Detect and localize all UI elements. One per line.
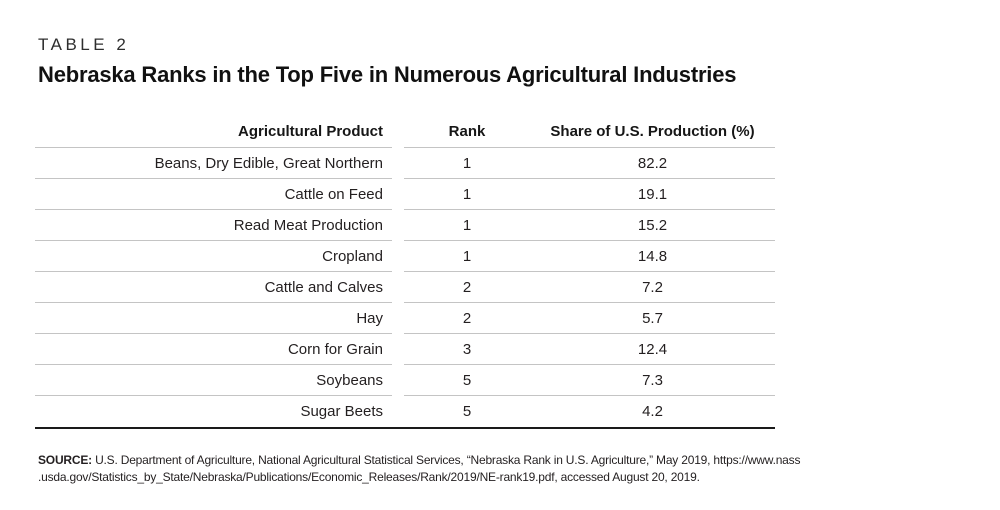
cell-share: 14.8 bbox=[637, 247, 668, 265]
header-right-group: Rank Share of U.S. Production (%) bbox=[404, 115, 775, 148]
cell-product: Cattle on Feed bbox=[35, 179, 392, 210]
page-title: Nebraska Ranks in the Top Five in Numero… bbox=[38, 62, 737, 87]
table-body: Beans, Dry Edible, Great Northern 1 82.2… bbox=[35, 148, 775, 427]
table-row: Beans, Dry Edible, Great Northern 1 82.2 bbox=[35, 148, 775, 179]
cell-product: Beans, Dry Edible, Great Northern bbox=[35, 148, 392, 179]
table-header: Agricultural Product Rank Share of U.S. … bbox=[35, 115, 775, 148]
cell-rank: 1 bbox=[462, 216, 472, 234]
column-gap bbox=[392, 334, 404, 365]
row-right-group: 1 15.2 bbox=[404, 210, 775, 241]
cell-rank: 3 bbox=[462, 340, 472, 358]
column-header-share: Share of U.S. Production (%) bbox=[550, 122, 755, 140]
cell-product: Sugar Beets bbox=[300, 403, 383, 420]
table-label: TABLE 2 bbox=[38, 35, 130, 54]
row-right-group: 2 5.7 bbox=[404, 303, 775, 334]
cell-rank: 1 bbox=[462, 247, 472, 265]
source-line-2: .usda.gov/Statistics_by_State/Nebraska/P… bbox=[38, 469, 962, 486]
table-row: Read Meat Production 1 15.2 bbox=[35, 210, 775, 241]
cell-rank: 1 bbox=[462, 154, 472, 172]
column-gap bbox=[392, 303, 404, 334]
agriculture-rank-table: Agricultural Product Rank Share of U.S. … bbox=[35, 115, 775, 429]
cell-product: Cattle and Calves bbox=[35, 272, 392, 303]
table-row: Cattle on Feed 1 19.1 bbox=[35, 179, 775, 210]
source-note: SOURCE: U.S. Department of Agriculture, … bbox=[38, 452, 962, 485]
cell-share: 7.2 bbox=[642, 278, 663, 296]
cell-share: 82.2 bbox=[637, 154, 668, 172]
row-right-group: 3 12.4 bbox=[404, 334, 775, 365]
cell-share: 15.2 bbox=[637, 216, 668, 234]
cell-share: 5.7 bbox=[642, 309, 663, 327]
source-text-2: .usda.gov/Statistics_by_State/Nebraska/P… bbox=[38, 469, 700, 484]
cell-product: Soybeans bbox=[35, 365, 392, 396]
column-gap bbox=[392, 272, 404, 303]
cell-product: Cropland bbox=[35, 241, 392, 272]
cell-rank: 5 bbox=[462, 371, 472, 389]
cell-rank: 5 bbox=[462, 403, 472, 420]
document-page: TABLE 2 Nebraska Ranks in the Top Five i… bbox=[35, 35, 962, 485]
row-right-group: 5 4.2 bbox=[404, 396, 775, 427]
column-gap bbox=[392, 148, 404, 179]
column-gap bbox=[392, 396, 404, 427]
table-row: Sugar Beets 5 4.2 bbox=[35, 396, 775, 427]
column-gap bbox=[392, 179, 404, 210]
table-row: Cropland 1 14.8 bbox=[35, 241, 775, 272]
cell-product: Corn for Grain bbox=[35, 334, 392, 365]
cell-rank: 1 bbox=[462, 185, 472, 203]
cell-product: Read Meat Production bbox=[35, 210, 392, 241]
source-label: SOURCE: bbox=[38, 453, 92, 467]
row-right-group: 1 19.1 bbox=[404, 179, 775, 210]
column-header-rank: Rank bbox=[448, 122, 486, 140]
cell-share: 4.2 bbox=[642, 403, 663, 420]
column-gap bbox=[392, 241, 404, 272]
row-right-group: 2 7.2 bbox=[404, 272, 775, 303]
table-row: Corn for Grain 3 12.4 bbox=[35, 334, 775, 365]
cell-rank: 2 bbox=[462, 278, 472, 296]
table-row: Cattle and Calves 2 7.2 bbox=[35, 272, 775, 303]
cell-share: 12.4 bbox=[637, 340, 668, 358]
source-line-1: SOURCE: U.S. Department of Agriculture, … bbox=[38, 452, 962, 469]
cell-rank: 2 bbox=[462, 309, 472, 327]
column-gap bbox=[392, 210, 404, 241]
column-gap bbox=[392, 365, 404, 396]
row-right-group: 5 7.3 bbox=[404, 365, 775, 396]
cell-product: Hay bbox=[35, 303, 392, 334]
column-gap bbox=[392, 115, 404, 148]
table-row: Hay 2 5.7 bbox=[35, 303, 775, 334]
source-text-1: U.S. Department of Agriculture, National… bbox=[91, 453, 801, 467]
row-right-group: 1 14.8 bbox=[404, 241, 775, 272]
cell-share: 7.3 bbox=[642, 371, 663, 389]
header-row: Agricultural Product Rank Share of U.S. … bbox=[35, 115, 775, 148]
table-row: Soybeans 5 7.3 bbox=[35, 365, 775, 396]
column-header-product: Agricultural Product bbox=[35, 115, 392, 148]
row-right-group: 1 82.2 bbox=[404, 148, 775, 179]
cell-share: 19.1 bbox=[637, 185, 668, 203]
